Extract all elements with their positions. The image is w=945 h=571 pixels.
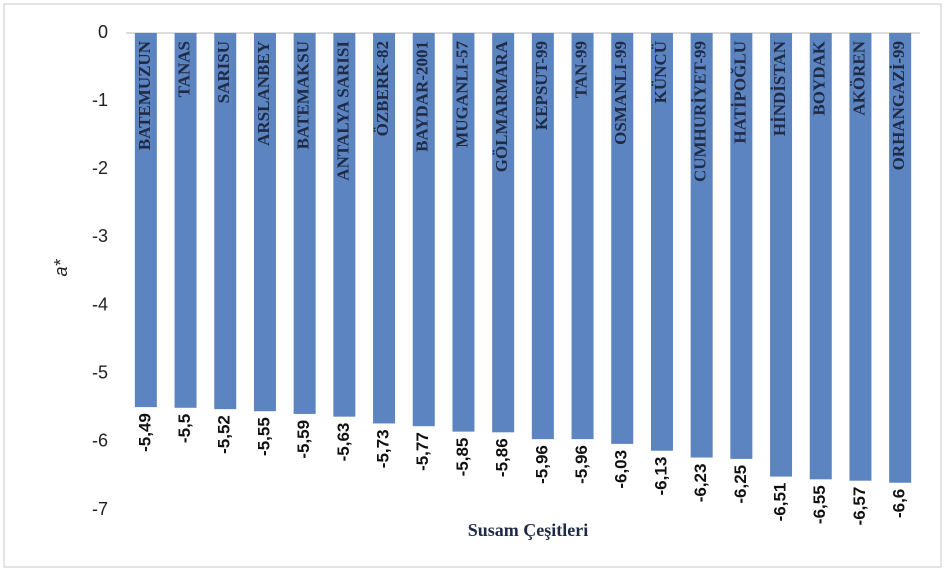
bar <box>611 33 634 444</box>
y-tick-label: -4 <box>92 294 108 314</box>
value-label: -6,25 <box>731 465 750 504</box>
bar <box>690 33 713 458</box>
bar <box>849 33 872 481</box>
bar <box>253 33 276 412</box>
value-label: -5,86 <box>493 438 512 477</box>
bar <box>293 33 316 414</box>
value-label: -6,57 <box>850 487 869 526</box>
y-tick-label: -1 <box>92 90 108 110</box>
y-tick-label: 0 <box>98 22 108 42</box>
value-label: -5,52 <box>215 415 234 454</box>
category-label: KEPSUT-99 <box>532 41 551 130</box>
value-label: -5,96 <box>532 445 551 484</box>
value-label: -5,5 <box>175 414 194 443</box>
category-label: HİNDİSTAN <box>770 40 789 136</box>
category-label: AKÖREN <box>849 40 868 115</box>
value-label: -6,6 <box>890 489 909 518</box>
value-label: -6,03 <box>612 450 631 489</box>
value-label: -6,55 <box>810 485 829 524</box>
y-tick-label: -5 <box>92 362 108 382</box>
category-label: SARISU <box>214 41 233 103</box>
category-label: ÖZBERK-82 <box>373 41 392 136</box>
category-label: BATEMAKSU <box>294 41 313 149</box>
value-label: -5,96 <box>572 445 591 484</box>
value-label: -6,23 <box>691 464 710 503</box>
value-label: -6,51 <box>771 483 790 522</box>
bar <box>730 33 753 459</box>
y-tick-label: -7 <box>92 499 108 519</box>
bar <box>333 33 356 417</box>
category-label: ANTALYA SARISI <box>333 41 352 181</box>
category-label: CUMHURİYET-99 <box>691 41 710 182</box>
bar <box>412 33 435 427</box>
bar <box>770 33 793 477</box>
bar <box>492 33 515 433</box>
y-tick-label: -3 <box>92 226 108 246</box>
value-label: -5,49 <box>135 413 154 452</box>
bar <box>889 33 912 483</box>
y-tick-label: -2 <box>92 158 108 178</box>
category-label: BOYDAK <box>810 40 829 115</box>
bar <box>571 33 594 440</box>
category-label: BAYDAR-2001 <box>413 41 432 152</box>
value-label: -6,13 <box>651 457 670 496</box>
value-label: -5,85 <box>453 438 472 477</box>
bar <box>809 33 832 480</box>
y-axis-title: a* <box>51 258 71 276</box>
value-label: -5,77 <box>413 432 432 471</box>
category-label: TANAS <box>174 41 193 97</box>
y-tick-label: -6 <box>92 431 108 451</box>
bar <box>373 33 396 424</box>
bar <box>531 33 554 440</box>
value-label: -5,63 <box>334 423 353 462</box>
category-label: OSMANLI-99 <box>611 41 630 145</box>
category-label: ORHANGAZİ-99 <box>889 41 908 170</box>
x-axis-title: Susam Çeşitleri <box>468 520 589 540</box>
bar <box>214 33 237 410</box>
value-label: -5,55 <box>254 417 273 456</box>
category-label: TAN-99 <box>571 41 590 98</box>
bar <box>650 33 673 451</box>
category-label: HATİPOĞLU <box>730 41 749 144</box>
category-label: ARSLANBEY <box>254 41 273 146</box>
category-label: KÜNCÜ <box>651 41 670 103</box>
bar <box>174 33 197 408</box>
value-label: -5,73 <box>374 429 393 468</box>
bar <box>452 33 475 432</box>
category-label: MUGANLI-57 <box>452 41 471 148</box>
category-label: BATEMUZUN <box>135 40 154 150</box>
category-label: GÖLMARMARA <box>492 40 511 172</box>
bar <box>134 33 157 408</box>
value-label: -5,59 <box>294 420 313 459</box>
